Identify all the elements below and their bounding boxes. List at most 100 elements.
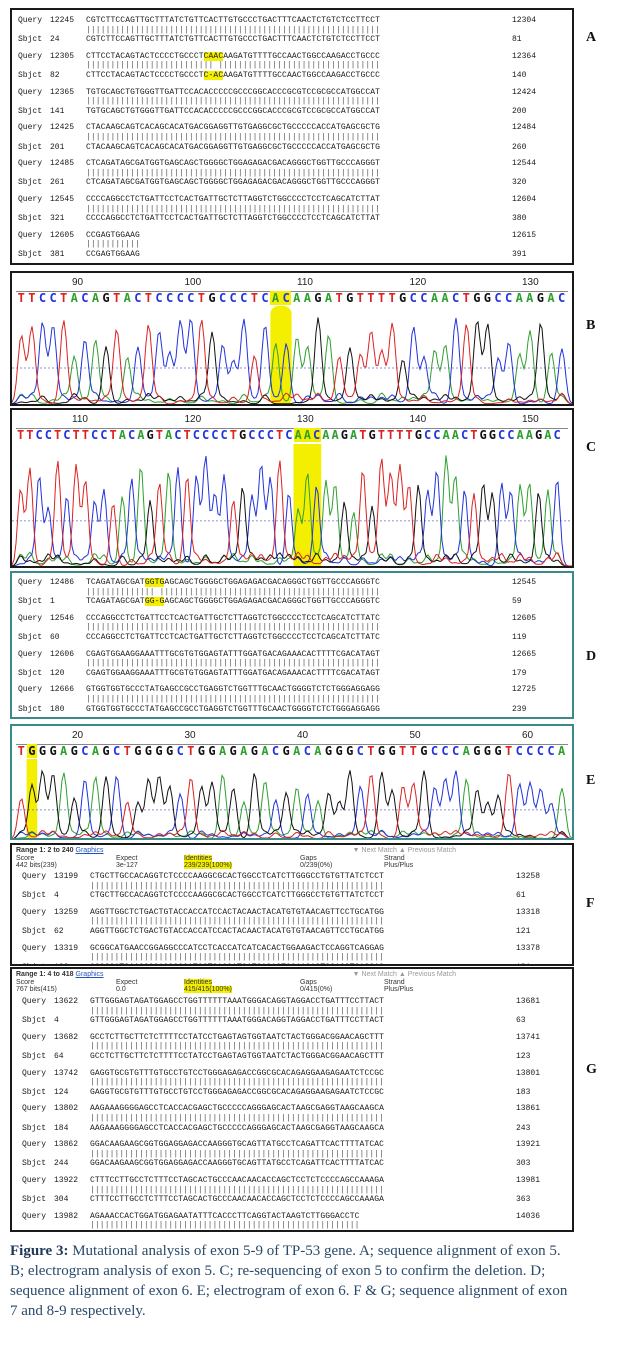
base-call: G — [26, 744, 38, 758]
query-end: 12725 — [512, 685, 537, 695]
trace-g — [12, 317, 572, 404]
subject-row: Sbjct 1 TCAGATAGCGATGG-GAGCAGCTGGGGCTGGAGA… — [18, 597, 566, 607]
subject-label: Sbjct — [18, 106, 43, 116]
query-row: Query 12425 CTACAAGCAGTCACAGCACATGACGGAGGT… — [18, 123, 566, 133]
alignment-exon6: Query 12486 TCAGATAGCGATGGTGAGCAGCTGGGGCTG… — [18, 578, 566, 717]
query-sequence: TGTGCAGCTGTGGGTTGATTCCACACCCCCGCCCGGCACC… — [86, 87, 381, 97]
range-text: Range 1: 4 to 418 — [16, 971, 74, 978]
subject-end: 303 — [516, 1159, 531, 1169]
base-call: T — [229, 428, 237, 442]
base-call: G — [420, 744, 428, 758]
identities-value: 239/239(100%) — [184, 862, 232, 869]
subject-sequence: AAGAAAGGGGAGCCTCACCACGAGCTGCCCCCAGGGAGCA… — [90, 1123, 385, 1133]
query-end: 12364 — [512, 51, 537, 61]
base-call: T — [504, 744, 513, 758]
base-call: C — [494, 291, 502, 305]
subject-start: 244 — [54, 1159, 69, 1169]
spacer — [18, 26, 50, 36]
match-bars: ||||||||||||||||||||||||||||||||||||||||… — [22, 1150, 566, 1160]
spacer — [504, 695, 552, 705]
identities-header: Identities — [184, 855, 213, 862]
base-call: T — [396, 428, 404, 442]
spacer — [18, 623, 50, 633]
query-label: Query — [22, 1175, 47, 1185]
base-call: A — [303, 291, 311, 305]
match-line: ||||||||||||||||||||||||||||||||||||||||… — [90, 1078, 385, 1088]
base-call: A — [261, 744, 269, 758]
query-sequence: CGTCTTCCAGTTGCTTTATCTGTTCACTTGTGCCCTGACT… — [86, 16, 381, 25]
match-line: |||||||||||||| |||||||||||||||||||||||||… — [86, 587, 381, 597]
query-sequence: GTTGGGAGTAGATGGAGCCTGGTTTTTTAAATGGGACAGG… — [90, 997, 385, 1006]
strand-value: Plus/Plus — [384, 862, 414, 869]
base-call: T — [377, 428, 385, 442]
query-end: 12615 — [512, 230, 537, 240]
base-call: G — [38, 744, 47, 758]
query-sequence: AGAAACCACTGGATGGAGAATATTTCACCCTTCAGGTACT… — [90, 1211, 360, 1221]
base-call: T — [155, 428, 163, 442]
base-call: G — [165, 744, 174, 758]
tick-label: 40 — [297, 730, 309, 741]
graphics-link[interactable]: Graphics — [75, 847, 104, 854]
spacer — [508, 1221, 556, 1230]
base-call: A — [60, 744, 68, 758]
panel-label-e: E — [586, 773, 596, 788]
query-row: Query 12305 CTTCCTACAGTACTCCCCTGCCCTCAACAA… — [18, 51, 566, 62]
subject-start: 1 — [50, 597, 55, 607]
match-navigation[interactable]: ▼ Next Match ▲ Previous Match — [352, 847, 456, 854]
base-call: A — [240, 744, 248, 758]
spacer — [54, 1042, 90, 1052]
base-call: C — [461, 428, 469, 442]
base-call: C — [165, 291, 174, 305]
query-sequence: TCAGATAGCGATGGTGAGCAGCTGGGGCTGGAGAGACGAC… — [86, 578, 381, 587]
base-call: T — [470, 428, 478, 442]
match-bars: ||||||||||||||||||||||||||||||||||||||||… — [18, 205, 566, 215]
base-call: A — [462, 744, 470, 758]
query-label: Query — [18, 159, 43, 169]
spacer — [18, 169, 50, 179]
base-call: C — [504, 291, 513, 305]
tick-axis — [16, 285, 568, 292]
query-start: 12486 — [50, 578, 75, 587]
base-call: C — [271, 744, 280, 758]
base-call: G — [414, 428, 422, 442]
subject-row: Sbjct364AGAAACCACTGGATGGAGAATATTTCACCCTT… — [22, 1231, 566, 1232]
base-call: C — [430, 744, 439, 758]
base-call: T — [462, 291, 470, 305]
stats-headers: Score Expect Identities Gaps Strand — [16, 855, 566, 862]
subject-label: Sbjct — [22, 1123, 47, 1133]
tick-label: 30 — [184, 730, 196, 741]
query-sequence: CTGCTTGCCACAGGTCTCCCCAAGGCGCACTGGCCTCATC… — [90, 872, 385, 881]
query-start: 13682 — [54, 1032, 79, 1042]
graphics-link[interactable]: Graphics — [75, 971, 104, 978]
spacer — [50, 588, 86, 598]
spacer — [508, 882, 556, 892]
query-label: Query — [18, 123, 43, 133]
trace-c — [12, 317, 572, 404]
subject-row: Sbjct 261 CTCAGATAGCGATGGTGAGCAGCTGGGGCTGG… — [18, 178, 566, 188]
base-call: C — [515, 744, 523, 758]
query-end: 13981 — [516, 1175, 541, 1185]
base-call: C — [134, 291, 142, 305]
subject-row: Sbjct 60 CCCAGGCCTCTGATTCCTCACTGATTGCTCTTA… — [18, 633, 566, 643]
subject-sequence: GAGGTGCGTGTTTGTGCCTGTCCTGGGAGAGACCGGCGCA… — [90, 1087, 385, 1097]
subject-label: Sbjct — [18, 70, 43, 80]
subject-end: 123 — [516, 1051, 531, 1061]
base-call: A — [218, 744, 227, 758]
match-line: ||||||||||||||||||||||||||||||||||||||||… — [90, 1042, 385, 1052]
match-navigation[interactable]: ▼ Next Match ▲ Previous Match — [352, 971, 456, 978]
query-row: Query 13622 GTTGGGAGTAGATGGAGCCTGGTTTTTTAA… — [22, 997, 566, 1007]
subject-start: 364 — [54, 1231, 90, 1232]
match-bars: ||||||||||||||||||||||||||||||||||||||||… — [22, 1221, 566, 1230]
base-call: G — [535, 428, 543, 442]
subject-label: Sbjct — [22, 1231, 54, 1232]
subject-start: 24 — [50, 35, 60, 45]
trace-g — [12, 483, 572, 566]
match-line: ||||||||||||||||||||||||||||||||||||||||… — [86, 132, 381, 142]
match-line: ||||||||||| — [86, 240, 140, 250]
spacer — [50, 169, 86, 179]
subject-start: 184 — [54, 1123, 69, 1133]
base-call: A — [91, 291, 100, 305]
